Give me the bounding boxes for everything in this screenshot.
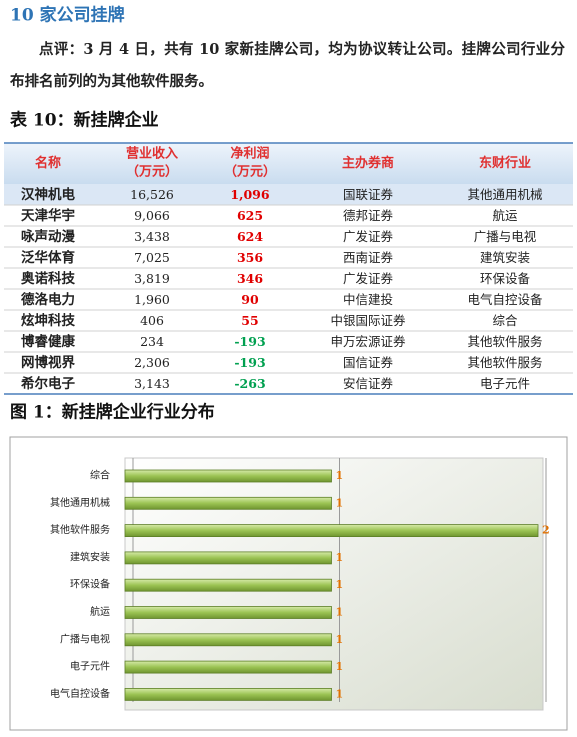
bar	[124, 496, 332, 510]
table-cell: 环保设备	[480, 271, 531, 286]
table-cell: 中信建投	[343, 292, 393, 307]
table-title: 表 10：新挂牌企业	[10, 110, 159, 131]
table-cell: 国信证券	[343, 355, 394, 370]
value-label: 1	[336, 578, 344, 591]
table-cell: 申万宏源证券	[330, 334, 406, 349]
table-cell: 奥诺科技	[21, 270, 75, 287]
y-tick-label: 电子元件	[70, 660, 110, 673]
heading: 10 家公司挂牌	[10, 5, 125, 26]
value-label: 1	[336, 633, 344, 646]
table-cell: 9,066	[134, 208, 170, 223]
table-cell: 625	[237, 208, 263, 223]
bar	[124, 688, 332, 701]
table-cell: 624	[237, 229, 263, 244]
table-header-cell: （万元）	[224, 164, 276, 180]
table-cell: 广发证券	[343, 229, 394, 244]
value-label: 1	[336, 606, 344, 619]
table-cell: 1,096	[230, 187, 269, 202]
table-cell: -263	[234, 376, 265, 391]
table-cell: 德洛电力	[21, 291, 75, 308]
table-cell: 356	[237, 250, 263, 265]
value-label: 1	[336, 551, 344, 564]
bar	[124, 606, 332, 619]
table-cell: 电气自控设备	[467, 292, 543, 307]
table-header-cell: 营业收入	[126, 146, 178, 162]
table-cell: 中银国际证券	[330, 313, 406, 328]
table-cell: -193	[234, 334, 265, 349]
table-cell: 德邦证券	[343, 208, 394, 223]
value-label: 1	[336, 687, 344, 700]
table-row-bg	[4, 184, 573, 205]
table-cell: 炫坤科技	[21, 312, 75, 329]
bar	[124, 633, 332, 647]
table-cell: 406	[140, 313, 164, 328]
table-cell: -193	[234, 355, 265, 370]
bar	[124, 469, 332, 483]
value-label: 1	[336, 469, 344, 482]
y-tick-label: 环保设备	[70, 578, 110, 591]
table-cell: 广发证券	[343, 271, 394, 286]
paragraph: 点评：3 月 4 日，共有 10 家新挂牌公司，均为协议转让公司。挂牌公司行业分…	[10, 41, 565, 90]
table-cell: 16,526	[130, 187, 174, 202]
bar	[124, 524, 539, 537]
bar	[124, 578, 332, 592]
table-cell: 7,025	[134, 250, 170, 265]
table-cell: 90	[241, 292, 259, 307]
y-tick-label: 建筑安装	[70, 550, 110, 563]
table-cell: 建筑安装	[480, 250, 530, 265]
value-label: 1	[336, 660, 344, 673]
table-cell: 1,960	[134, 292, 170, 307]
table-cell: 泛华体育	[21, 249, 75, 266]
table-header-bg	[4, 143, 573, 184]
table-cell: 西南证券	[343, 250, 394, 265]
table-cell: 其他软件服务	[467, 355, 542, 370]
table-cell: 2,306	[134, 355, 170, 370]
table-cell: 广播与电视	[474, 229, 537, 244]
table-cell: 55	[241, 313, 258, 328]
table-cell: 其他通用机械	[467, 187, 543, 202]
table-header-cell: 净利润	[230, 146, 269, 162]
table-cell: 其他软件服务	[467, 334, 542, 349]
bar	[124, 551, 332, 565]
table-cell: 天津华宇	[21, 207, 75, 224]
value-label: 2	[542, 524, 550, 537]
table-cell: 3,438	[134, 229, 170, 244]
table-cell: 咏声动漫	[21, 228, 75, 245]
table-cell: 安信证券	[343, 376, 394, 391]
table-cell: 网博视界	[21, 354, 75, 371]
table-cell: 3,143	[134, 376, 170, 391]
y-tick-label: 其他软件服务	[50, 523, 110, 536]
table-cell: 电子元件	[480, 376, 530, 391]
y-tick-label: 其他通用机械	[50, 496, 110, 509]
table-cell: 汉神机电	[21, 186, 75, 203]
y-tick-label: 综合	[90, 469, 110, 482]
y-tick-label: 航运	[90, 605, 110, 618]
table-cell: 234	[140, 334, 164, 349]
table-cell: 国联证券	[343, 187, 394, 202]
table-cell: 346	[237, 271, 263, 286]
y-tick-label: 广播与电视	[60, 632, 110, 645]
value-label: 1	[336, 496, 344, 509]
table-cell: 希尔电子	[21, 375, 75, 392]
y-tick-label: 电气自控设备	[50, 687, 110, 700]
table-header-cell: 名称	[35, 155, 61, 171]
table-header-cell: （万元）	[126, 164, 178, 180]
table-cell: 博睿健康	[21, 333, 75, 350]
bar	[124, 660, 332, 674]
table-header-cell: 东财行业	[479, 155, 531, 171]
table-cell: 3,819	[134, 271, 170, 286]
figure-title: 图 1：新挂牌企业行业分布	[10, 402, 215, 423]
table-cell: 综合	[492, 313, 518, 328]
table-header-cell: 主办券商	[342, 155, 394, 171]
table-cell: 航运	[492, 208, 518, 223]
